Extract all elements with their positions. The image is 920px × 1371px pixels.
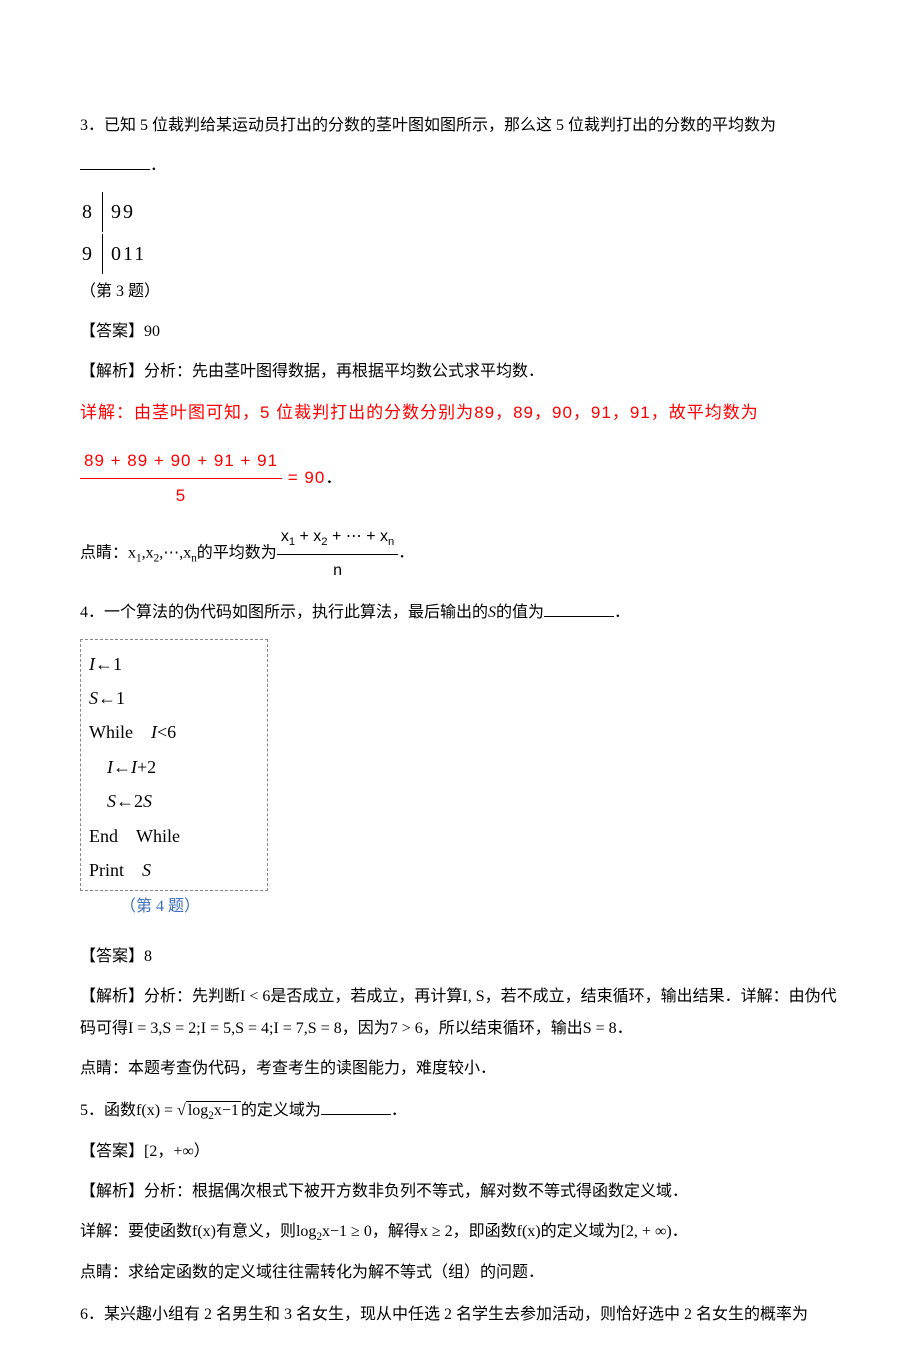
code-l2a: S [89, 688, 98, 708]
code-l7: Print [89, 860, 124, 880]
q4-note: 点睛：本题考查伪代码，考查考生的读图能力，难度较小． [80, 1053, 840, 1085]
code-l6: End [89, 826, 118, 846]
answer-label-5: 【答案】 [80, 1143, 144, 1160]
q3-blank [80, 169, 150, 170]
q3-frac-line: 89 + 89 + 90 + 91 + 91 5 = 90． [80, 444, 840, 513]
q5-text-a: 函数 [104, 1102, 136, 1119]
note-label: 点睛： [80, 544, 128, 561]
q3-text: 已知 5 位裁判给某运动员打出的分数的茎叶图如图所示，那么这 5 位裁判打出的分… [104, 117, 776, 134]
note-frac-num: x1 + x2 + ⋯ + xn [277, 521, 398, 555]
q5-period: ． [391, 1102, 407, 1119]
sqrt-b: x−1 [214, 1102, 239, 1119]
frac-eq: = 90 [282, 468, 325, 487]
q4-text2: 的值为 [496, 604, 544, 621]
code-l5b: ←2 [116, 791, 143, 811]
q3-period: ． [150, 157, 166, 174]
q5-note: 点睛：求给定函数的定义域往往需转化为解不等式（组）的问题． [80, 1257, 840, 1289]
q4-explain: 分析：先判断I < 6是否成立，若成立，再计算I, S，若不成立，结束循环，输出… [80, 988, 837, 1037]
code-l7b: S [142, 860, 151, 880]
frac-tail: ． [325, 468, 343, 487]
frac-num: 89 + 89 + 90 + 91 + 91 [80, 444, 282, 479]
q5-answer: [2，+∞） [144, 1143, 210, 1160]
code-l4d: +2 [137, 757, 156, 777]
q3-explain: 分析：先由茎叶图得数据，再根据平均数公式求平均数． [144, 363, 544, 380]
q4-var: S [488, 604, 496, 621]
sqrt-expr: log2x−1 [177, 1095, 241, 1128]
q4-caption: （第 4 题） [80, 891, 840, 923]
note-frac-den: n [277, 555, 398, 587]
note-text-a: 的平均数为 [197, 544, 277, 561]
frac-den: 5 [80, 479, 282, 513]
explain-label-4: 【解析】 [80, 988, 144, 1005]
answer-label-4: 【答案】 [80, 948, 144, 965]
code-l1b: ←1 [95, 654, 122, 674]
code-l4b: ← [113, 757, 131, 777]
frac-mean: 89 + 89 + 90 + 91 + 91 5 [80, 444, 282, 513]
q4-period: ． [614, 604, 630, 621]
code-l3: While [89, 722, 133, 742]
q5-detail: 详解：要使函数f(x)有意义，则log [80, 1223, 316, 1240]
pseudocode-box: I←1 S←1 WhileI<6 I←I+2 S←2S EndWhile Pri… [80, 639, 268, 892]
q5-detail2: x−1 ≥ 0，解得x ≥ 2，即函数f(x)的定义域为[2, + ∞)． [322, 1223, 688, 1240]
q5-explain: 分析：根据偶次根式下被开方数非负列不等式，解对数不等式得函数定义域． [144, 1183, 688, 1200]
q3-detail-red: 详解：由茎叶图可知，5 位裁判打出的分数分别为89，89，90，91，91，故平… [80, 396, 840, 430]
leaf-1: 011 [102, 234, 146, 274]
q4-answer: 8 [144, 948, 152, 965]
answer-label: 【答案】 [80, 323, 144, 340]
q4-blank [544, 616, 614, 617]
q3-note: 点睛：x1,x2,⋯,xn的平均数为x1 + x2 + ⋯ + xnn． [80, 521, 840, 587]
q4-number: 4． [80, 604, 104, 621]
q3-number: 3． [80, 117, 104, 134]
leaf-0: 99 [102, 192, 146, 232]
stem-leaf-plot: 899 9011 [80, 190, 148, 276]
q4-text: 一个算法的伪代码如图所示，执行此算法，最后输出的 [104, 604, 488, 621]
q5-number: 5． [80, 1102, 104, 1119]
q3-caption: （第 3 题） [80, 276, 840, 308]
code-l5c: S [143, 791, 152, 811]
detail-label: 详解：由茎叶图可知，5 位裁判打出的分数分别为 [80, 403, 474, 422]
code-l5a: S [107, 791, 116, 811]
explain-label: 【解析】 [80, 363, 144, 380]
stem-1: 9 [82, 234, 100, 274]
q5-text-b: 的定义域为 [241, 1102, 321, 1119]
q3-answer: 90 [144, 323, 160, 340]
code-l3c: <6 [157, 722, 176, 742]
detail-mid: ，故平均数为 [651, 403, 759, 422]
stem-0: 8 [82, 192, 100, 232]
note-tail: ． [398, 544, 414, 561]
sqrt-a: log [188, 1102, 208, 1119]
q5-fn: f(x) = [136, 1102, 177, 1119]
q6-number: 6． [80, 1306, 104, 1323]
detail-values: 89，89，90，91，91 [474, 403, 651, 422]
note-frac: x1 + x2 + ⋯ + xnn [277, 521, 398, 587]
q5-blank [321, 1114, 391, 1115]
code-l2b: ←1 [98, 688, 125, 708]
explain-label-5: 【解析】 [80, 1183, 144, 1200]
code-l6b: While [136, 826, 180, 846]
q6-text: 某兴趣小组有 2 名男生和 3 名女生，现从中任选 2 名学生去参加活动，则恰好… [104, 1306, 808, 1323]
